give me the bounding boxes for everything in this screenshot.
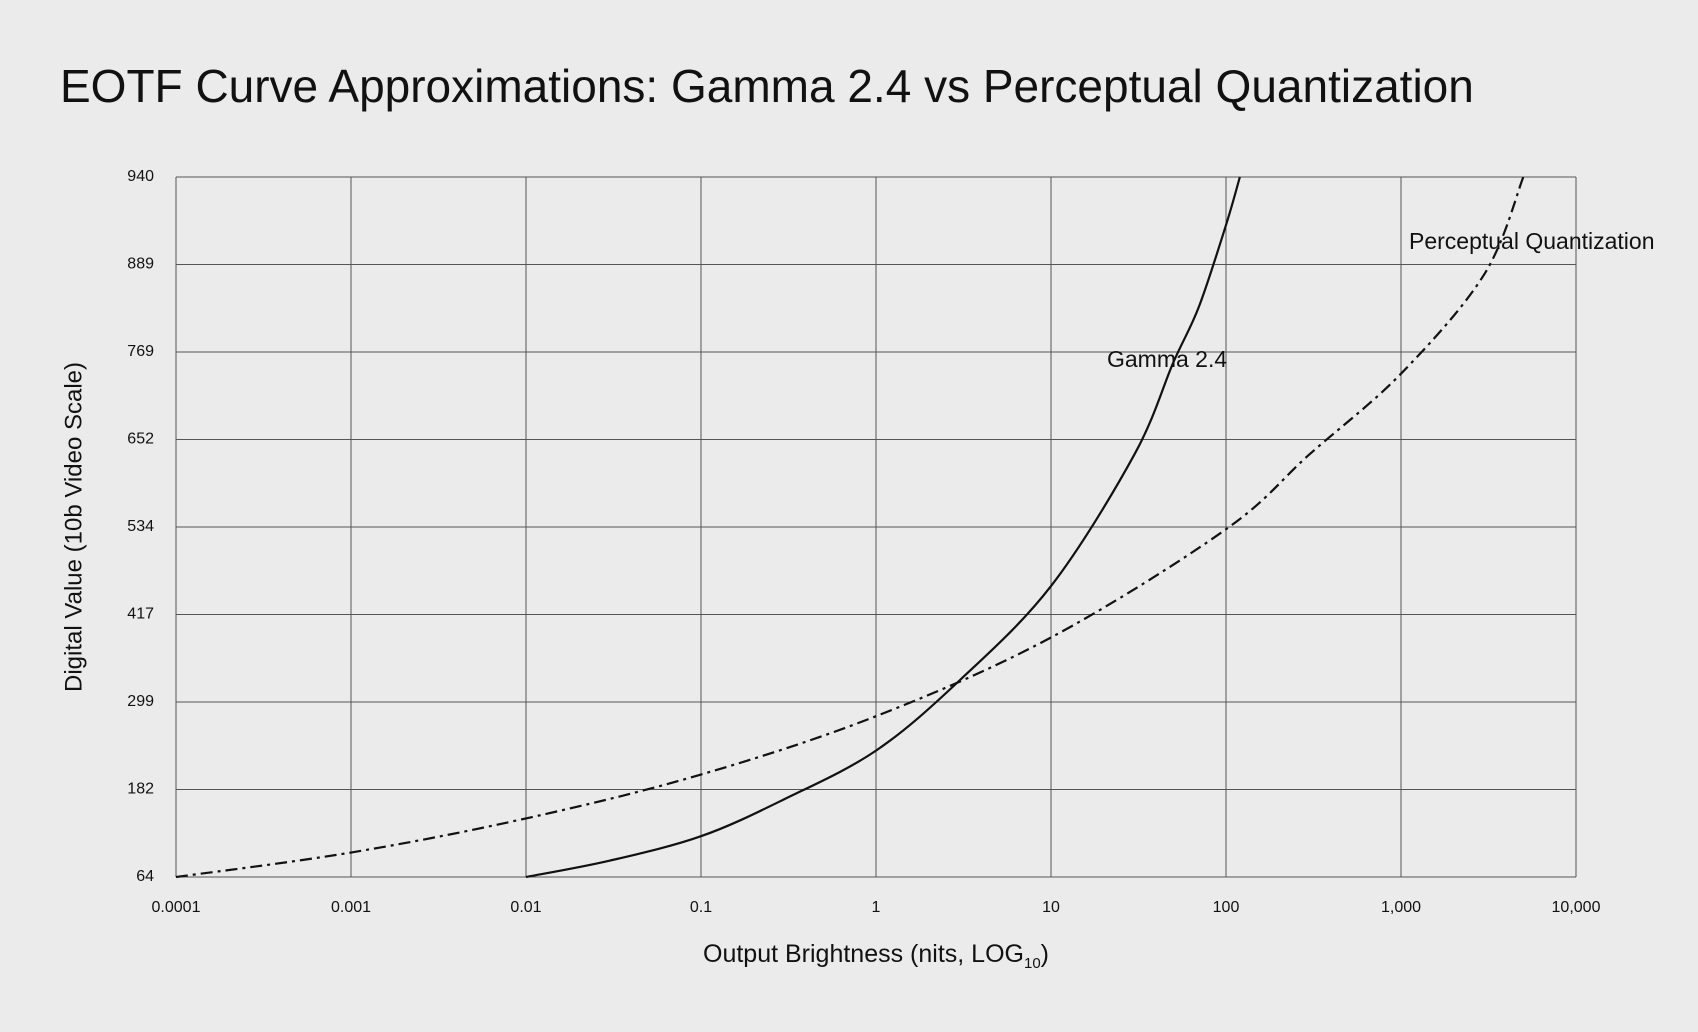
y-tick-label: 182 [127,781,154,798]
y-tick-label: 64 [136,868,154,885]
y-tick-label: 769 [127,343,154,360]
y-tick-label: 299 [127,693,154,710]
series-label: Gamma 2.4 [1107,346,1227,372]
y-axis-label: Digital Value (10b Video Scale) [60,362,87,692]
series-line [175,176,1525,879]
x-axis-label: Output Brightness (nits, LOG10) [703,940,1049,972]
x-tick-label: 0.1 [690,899,712,916]
y-tick-label: 534 [127,518,154,535]
x-tick-label: 10,000 [1552,899,1601,916]
x-tick-label: 100 [1213,899,1240,916]
x-tick-label: 10 [1042,899,1060,916]
x-axis-label-subscript: 10 [1024,955,1041,972]
x-tick-label: 1,000 [1381,899,1421,916]
y-tick-label: 940 [127,168,154,185]
y-tick-label: 652 [127,431,154,448]
series-label: Perceptual Quantization [1409,228,1655,254]
x-axis-label-text: Output Brightness (nits, LOG [703,940,1024,968]
chart-title: EOTF Curve Approximations: Gamma 2.4 vs … [60,60,1474,112]
y-tick-label: 889 [127,256,154,273]
x-tick-label: 1 [872,899,881,916]
series-line [525,176,1241,879]
y-tick-label: 417 [127,606,154,623]
x-tick-label: 0.0001 [152,899,201,916]
x-axis-label-suffix: ) [1041,940,1049,968]
x-tick-label: 0.001 [331,899,371,916]
x-tick-label: 0.01 [510,899,541,916]
